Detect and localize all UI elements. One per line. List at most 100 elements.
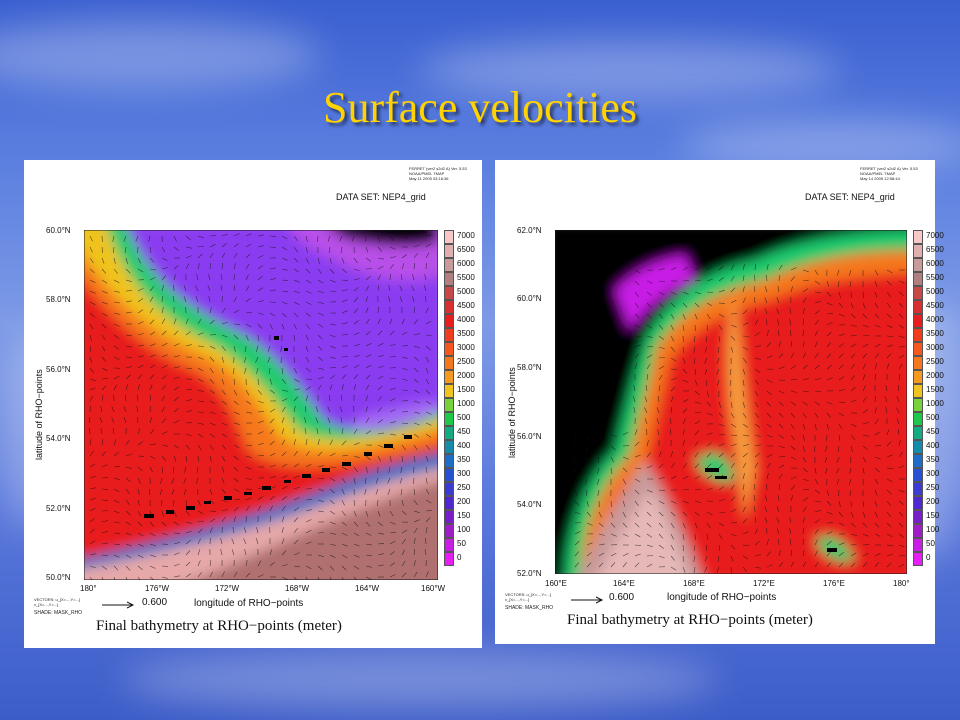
velocity-arrow bbox=[353, 308, 359, 314]
velocity-arrow bbox=[89, 427, 91, 435]
colorbar-cell bbox=[444, 426, 454, 440]
colorbar-label: 500 bbox=[926, 413, 940, 422]
velocity-arrow bbox=[339, 235, 343, 242]
velocity-arrow bbox=[173, 552, 180, 556]
velocity-arrow bbox=[766, 454, 773, 458]
trench-deep bbox=[194, 481, 438, 580]
velocity-arrow bbox=[173, 264, 179, 270]
colorbar-label: 500 bbox=[457, 413, 471, 422]
velocity-arrow bbox=[149, 543, 156, 547]
velocity-arrow bbox=[149, 343, 156, 347]
velocity-arrow bbox=[764, 517, 768, 524]
velocity-arrow bbox=[646, 363, 651, 370]
velocity-arrow bbox=[221, 466, 225, 473]
velocity-arrow bbox=[766, 412, 772, 418]
velocity-arrow bbox=[862, 335, 870, 337]
velocity-arrow bbox=[101, 334, 106, 341]
ferret-header: FERRET (ver2 s2d2 A) Ver. 5.53 NOAA/PMEL… bbox=[860, 166, 918, 181]
velocity-arrow bbox=[838, 511, 844, 517]
velocity-arrow bbox=[173, 510, 177, 517]
velocity-arrow bbox=[610, 434, 617, 437]
bathymetry-field bbox=[84, 230, 438, 580]
island bbox=[204, 501, 211, 504]
velocity-arrow bbox=[886, 500, 891, 506]
velocity-arrow bbox=[315, 417, 319, 424]
velocity-arrow bbox=[622, 467, 628, 473]
velocity-arrow bbox=[694, 475, 701, 480]
velocity-arrow bbox=[886, 280, 892, 286]
velocity-arrow bbox=[425, 411, 432, 415]
velocity-arrow bbox=[269, 464, 276, 468]
velocity-arrow bbox=[365, 466, 368, 473]
velocity-arrow bbox=[574, 500, 580, 506]
velocity-arrow bbox=[197, 318, 202, 325]
velocity-arrow bbox=[777, 495, 780, 502]
velocity-arrow bbox=[137, 521, 143, 527]
velocity-arrow bbox=[195, 285, 199, 292]
velocity-arrow bbox=[293, 475, 300, 479]
shelf-red bbox=[595, 272, 907, 574]
velocity-arrow bbox=[329, 268, 335, 274]
velocity-arrow bbox=[257, 287, 264, 292]
velocity-arrow bbox=[837, 445, 840, 452]
velocity-arrow bbox=[598, 456, 600, 464]
colorbar-label: 6000 bbox=[457, 259, 475, 268]
velocity-arrow bbox=[305, 451, 310, 457]
velocity-arrow bbox=[269, 452, 276, 457]
velocity-arrow bbox=[353, 374, 359, 380]
velocity-arrow bbox=[113, 375, 120, 380]
velocity-arrow bbox=[173, 455, 177, 462]
colorbar-cell bbox=[444, 272, 454, 286]
velocity-arrow bbox=[317, 532, 325, 534]
velocity-arrow bbox=[598, 522, 604, 528]
velocity-arrow bbox=[766, 539, 769, 546]
velocity-arrow bbox=[874, 500, 878, 507]
velocity-arrow bbox=[137, 309, 144, 314]
velocity-arrow bbox=[245, 311, 252, 314]
velocity-arrow bbox=[317, 554, 324, 557]
x-tick-label: 172°W bbox=[215, 584, 240, 593]
velocity-arrow bbox=[125, 453, 132, 457]
velocity-arrow bbox=[425, 433, 432, 438]
velocity-arrow bbox=[89, 235, 93, 242]
velocity-arrow bbox=[646, 280, 653, 284]
velocity-arrow bbox=[716, 368, 720, 375]
velocity-arrow bbox=[401, 539, 406, 545]
velocity-arrow bbox=[389, 256, 396, 259]
velocity-arrow bbox=[136, 406, 139, 413]
velocity-arrow bbox=[233, 296, 237, 303]
velocity-arrow bbox=[197, 549, 201, 556]
velocity-arrow bbox=[293, 257, 299, 263]
y-tick-label: 58.0°N bbox=[517, 363, 542, 372]
velocity-arrow bbox=[425, 243, 432, 248]
colorbar-cell bbox=[913, 286, 923, 300]
velocity-arrow bbox=[634, 454, 641, 458]
colorbar-cell bbox=[913, 328, 923, 342]
velocity-arrow bbox=[159, 488, 163, 495]
y-axis-title: latitude of RHO−points bbox=[507, 367, 517, 458]
velocity-arrow bbox=[778, 366, 785, 370]
velocity-arrow bbox=[305, 463, 312, 468]
velocity-arrow bbox=[89, 487, 96, 490]
velocity-arrow bbox=[862, 533, 869, 537]
velocity-arrow bbox=[317, 488, 324, 492]
velocity-arrow bbox=[89, 268, 95, 274]
velocity-arrow bbox=[317, 376, 324, 380]
velocity-arrow bbox=[862, 363, 866, 370]
velocity-arrow bbox=[353, 364, 360, 369]
velocity-arrow bbox=[89, 334, 92, 341]
velocity-arrow bbox=[305, 519, 312, 523]
velocity-arrow bbox=[161, 466, 163, 474]
velocity-arrow bbox=[802, 412, 807, 419]
velocity-arrow bbox=[257, 300, 264, 303]
velocity-arrow bbox=[267, 356, 271, 363]
velocity-arrow bbox=[898, 465, 905, 469]
velocity-arrow bbox=[790, 378, 797, 381]
velocity-arrow bbox=[353, 442, 360, 446]
velocity-arrow bbox=[694, 368, 696, 376]
velocity-arrow bbox=[802, 506, 807, 513]
velocity-arrow bbox=[341, 279, 349, 281]
velocity-arrow bbox=[694, 390, 700, 396]
velocity-arrow bbox=[766, 342, 772, 348]
velocity-arrow bbox=[838, 280, 840, 288]
